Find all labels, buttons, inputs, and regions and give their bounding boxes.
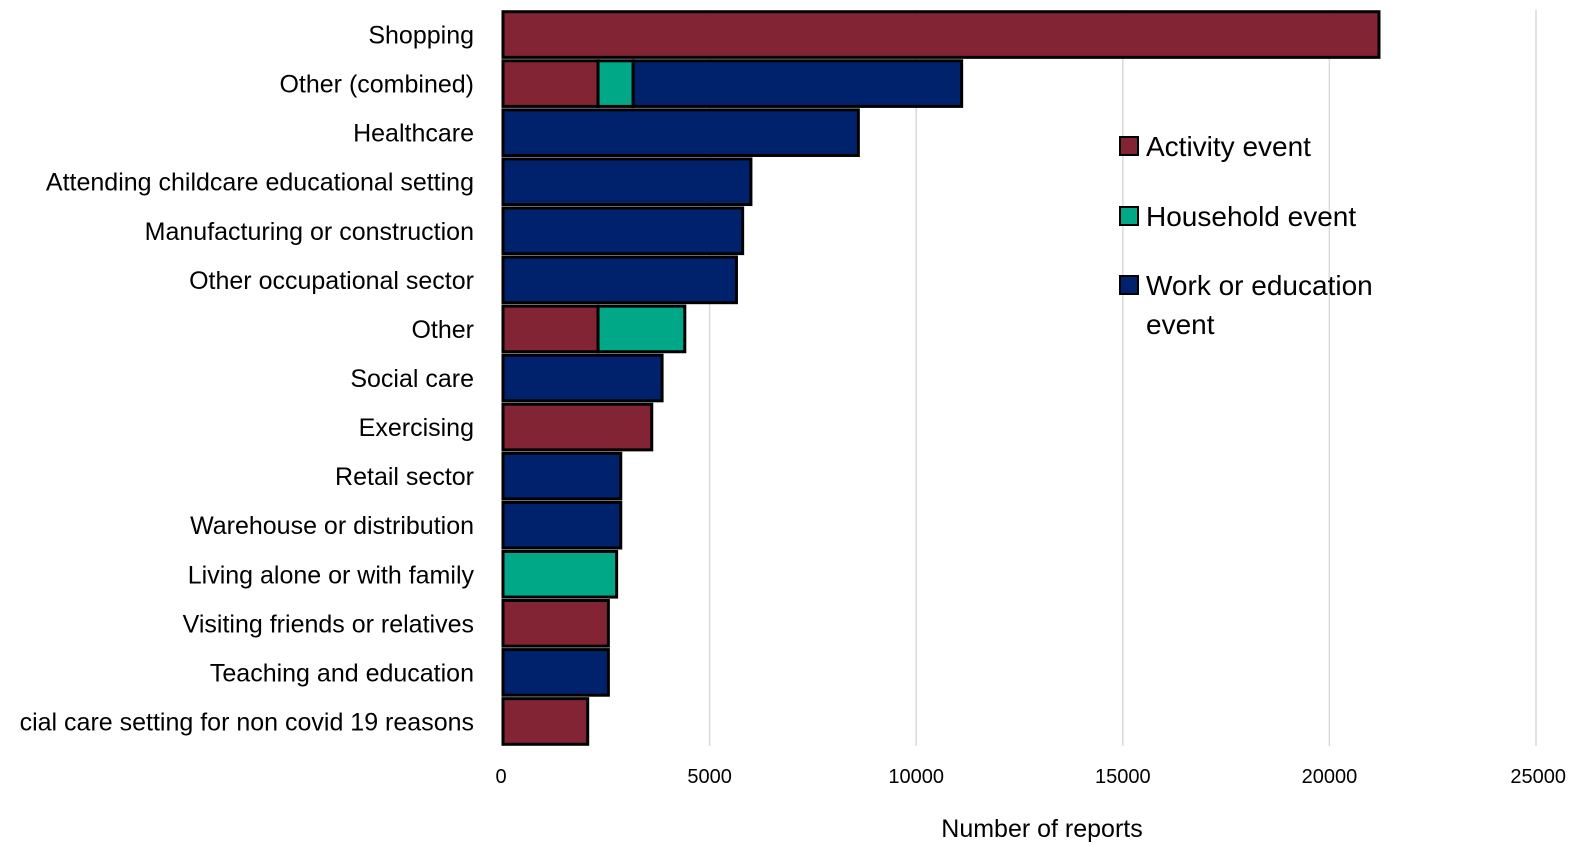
bar-work-or-education-event bbox=[501, 108, 860, 157]
x-tick-labels: 0 5000 10000 15000 20000 25000 bbox=[495, 766, 1566, 788]
category-labels: Shopping Other (combined) Healthcare Attend… bbox=[20, 22, 475, 737]
bar-work-or-education-event bbox=[501, 157, 753, 207]
legend-swatch bbox=[1119, 136, 1139, 156]
x-tick-label: 0 bbox=[495, 766, 506, 788]
x-tick-label: 15000 bbox=[1095, 766, 1151, 788]
category-label: Warehouse or distribution bbox=[190, 512, 474, 540]
bar-activity-event bbox=[501, 697, 590, 746]
bars bbox=[501, 10, 1381, 746]
bar-household-event bbox=[596, 59, 635, 108]
bar-activity-event bbox=[501, 402, 654, 452]
category-label: Other (combined) bbox=[279, 71, 474, 99]
category-label: Other bbox=[411, 316, 474, 344]
bar-activity-event bbox=[501, 59, 600, 108]
bar-work-or-education-event bbox=[501, 255, 738, 305]
category-label: Other occupational sector bbox=[189, 267, 474, 295]
bar-work-or-education-event bbox=[501, 500, 623, 550]
category-label: Attending childcare educational setting bbox=[46, 169, 474, 197]
category-label: Teaching and education bbox=[210, 659, 474, 687]
x-tick-label: 10000 bbox=[888, 766, 944, 788]
x-tick-label: 5000 bbox=[687, 766, 732, 788]
legend-label: event bbox=[1146, 309, 1215, 340]
bar-household-event bbox=[596, 304, 687, 354]
category-label: Shopping bbox=[368, 22, 474, 50]
category-label: Visiting friends or relatives bbox=[183, 610, 474, 638]
bar-activity-event bbox=[501, 599, 610, 648]
bar-work-or-education-event bbox=[501, 206, 745, 256]
legend-swatch bbox=[1119, 206, 1139, 226]
bar-household-event bbox=[501, 549, 619, 599]
category-label: Retail sector bbox=[335, 463, 474, 491]
bar-work-or-education-event bbox=[631, 59, 964, 108]
bar-work-or-education-event bbox=[501, 451, 623, 501]
category-label: cial care setting for non covid 19 reaso… bbox=[20, 708, 474, 736]
category-label: Social care bbox=[350, 365, 474, 393]
legend-label: Activity event bbox=[1146, 131, 1311, 162]
bar-work-or-education-event bbox=[501, 353, 664, 403]
bar-activity-event bbox=[501, 10, 1381, 59]
bar-work-or-education-event bbox=[501, 648, 610, 697]
legend-swatch bbox=[1119, 275, 1139, 295]
x-tick-label: 25000 bbox=[1510, 766, 1566, 788]
legend-label: Work or education bbox=[1146, 270, 1373, 301]
x-axis-title: Number of reports bbox=[941, 815, 1142, 843]
legend: Activity event Household event Work or edu… bbox=[1119, 131, 1373, 340]
category-label: Healthcare bbox=[353, 120, 474, 148]
bar-activity-event bbox=[501, 304, 600, 354]
category-label: Exercising bbox=[359, 414, 474, 442]
category-label: Manufacturing or construction bbox=[145, 218, 474, 246]
x-tick-label: 20000 bbox=[1302, 766, 1358, 788]
legend-label: Household event bbox=[1146, 201, 1356, 232]
category-label: Living alone or with family bbox=[188, 561, 475, 589]
